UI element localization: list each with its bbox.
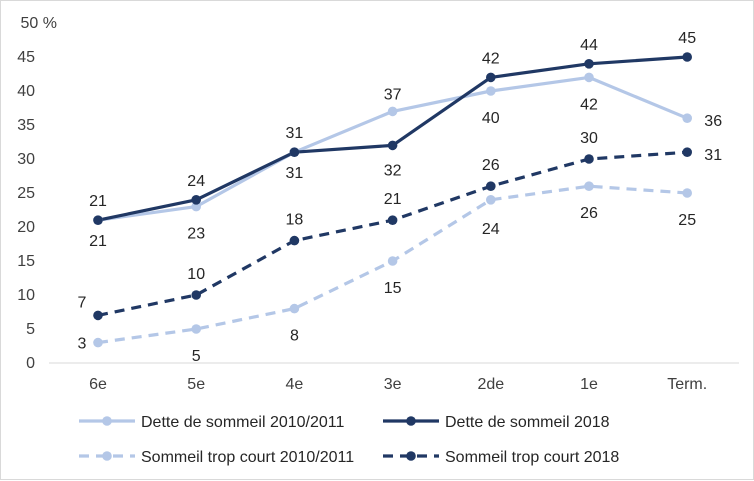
y-tick-label: 0 (26, 355, 35, 372)
series-points (93, 52, 692, 348)
x-tick-label: 5e (187, 376, 205, 393)
data-point (387, 256, 398, 266)
legend-swatch-marker (102, 451, 112, 461)
data-label: 24 (187, 173, 205, 190)
data-point (584, 59, 594, 69)
data-point (191, 324, 201, 334)
data-label: 30 (580, 130, 598, 147)
data-point (682, 113, 692, 123)
data-label: 21 (89, 233, 107, 250)
data-label: 3 (78, 336, 87, 353)
data-point (387, 106, 398, 117)
data-label: 26 (580, 205, 598, 222)
data-label: 45 (678, 30, 696, 47)
data-point (191, 290, 201, 300)
legend-swatch-marker (406, 416, 416, 426)
data-label: 26 (482, 157, 500, 174)
data-label: 42 (482, 50, 500, 67)
data-point (486, 72, 496, 83)
y-tick-label: 5 (26, 321, 35, 338)
data-label: 21 (384, 191, 402, 208)
data-point (191, 195, 201, 205)
data-label: 7 (78, 294, 87, 311)
data-label: 23 (187, 226, 205, 243)
data-labels: 21 23 31 37 40 42 36 21 24 31 32 42 44 45 3 5 8 15 24 26 25 7… (78, 30, 723, 365)
y-tick-label: 50 % (21, 15, 57, 32)
x-tick-label: 6e (89, 376, 107, 393)
data-label: 15 (384, 280, 402, 297)
data-label: 21 (89, 193, 107, 210)
data-point (289, 147, 300, 157)
legend-swatch-marker (406, 451, 416, 461)
data-point (289, 235, 300, 246)
data-label: 42 (580, 96, 598, 113)
data-point (191, 201, 201, 212)
x-axis: 6e 5e 4e 3e 2de 1e Term. (49, 362, 739, 393)
y-axis: 0 5 10 15 20 25 30 35 40 45 50 % (17, 15, 57, 372)
data-point (289, 303, 300, 314)
data-label: 44 (580, 37, 598, 54)
data-label: 32 (384, 162, 402, 179)
y-tick-label: 20 (17, 219, 35, 236)
y-tick-label: 10 (17, 287, 35, 304)
data-point (93, 337, 103, 348)
data-point (584, 181, 594, 191)
data-label: 36 (704, 113, 722, 130)
data-label: 24 (482, 221, 500, 238)
data-point (93, 215, 103, 225)
legend-swatch-marker (102, 416, 112, 426)
data-point (682, 52, 692, 62)
data-label: 10 (187, 266, 205, 283)
y-tick-label: 30 (17, 151, 35, 168)
data-label: 37 (384, 86, 402, 103)
data-label: 31 (286, 165, 304, 182)
legend: Dette de sommeil 2010/2011 Dette de somme… (79, 414, 619, 466)
legend-label: Sommeil trop court 2010/2011 (141, 449, 354, 466)
legend-label: Sommeil trop court 2018 (445, 449, 619, 466)
data-label: 8 (290, 328, 299, 345)
data-label: 40 (482, 110, 500, 127)
x-tick-label: 4e (286, 376, 304, 393)
x-tick-label: 1e (580, 376, 598, 393)
data-point (387, 215, 398, 225)
data-point (486, 181, 496, 191)
data-point (584, 154, 594, 164)
data-label: 31 (704, 147, 722, 164)
data-point (682, 188, 692, 198)
x-tick-label: Term. (667, 376, 707, 393)
y-tick-label: 35 (17, 117, 35, 134)
y-tick-label: 15 (17, 253, 35, 270)
data-point (584, 72, 594, 83)
y-tick-label: 45 (17, 49, 35, 66)
legend-label: Dette de sommeil 2010/2011 (141, 414, 344, 431)
y-tick-label: 40 (17, 83, 35, 100)
data-point (387, 140, 398, 151)
y-tick-label: 25 (17, 185, 35, 202)
data-label: 18 (286, 212, 304, 229)
x-tick-label: 3e (384, 376, 402, 393)
x-tick-label: 2de (477, 376, 504, 393)
data-label: 31 (286, 125, 304, 142)
data-point (682, 147, 692, 157)
legend-label: Dette de sommeil 2018 (445, 414, 610, 431)
data-label: 5 (192, 348, 201, 365)
data-point (486, 195, 496, 205)
data-point (486, 86, 496, 96)
data-point (93, 310, 103, 321)
data-label: 25 (678, 212, 696, 229)
